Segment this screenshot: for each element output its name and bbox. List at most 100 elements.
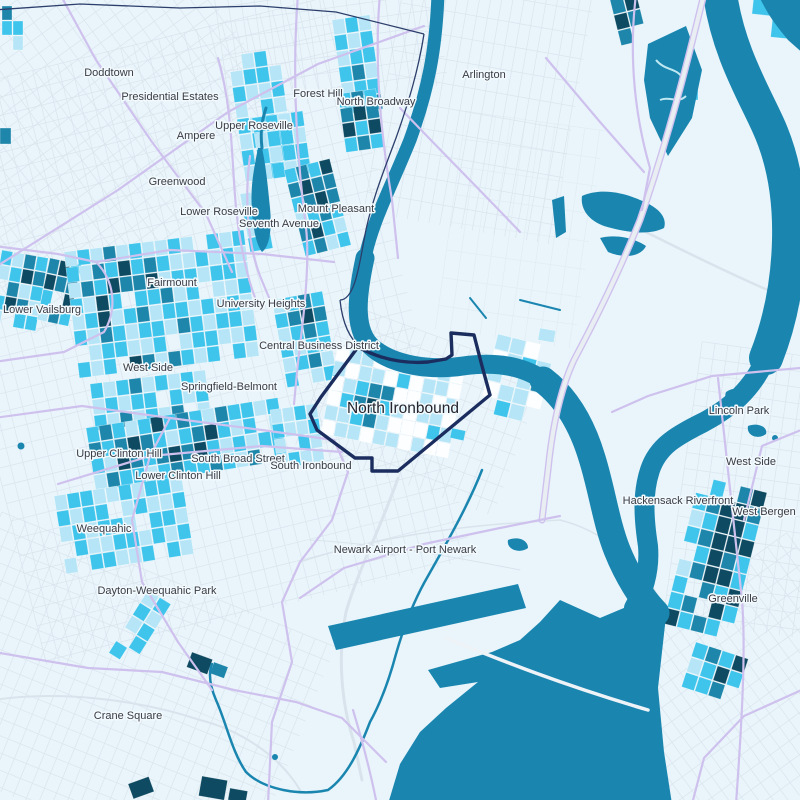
- choropleth-cell: [314, 190, 329, 208]
- choropleth-cell: [395, 372, 412, 390]
- choropleth-cell: [79, 489, 95, 508]
- place-label-weequahic: Weequahic: [77, 523, 132, 535]
- choropleth-cell: [408, 375, 424, 392]
- choropleth-cell: [333, 33, 349, 52]
- road-purple: [0, 651, 388, 764]
- choropleth-cell: [112, 533, 128, 551]
- choropleth-cell: [144, 272, 160, 290]
- choropleth-cell: [113, 437, 129, 455]
- choropleth-cell: [537, 327, 557, 343]
- choropleth-cell: [101, 342, 116, 360]
- choropleth-cell: [709, 479, 727, 499]
- place-label-greenwood: Greenwood: [149, 176, 206, 188]
- choropleth-cell: [374, 414, 390, 432]
- choropleth-cell: [260, 97, 275, 116]
- choropleth-cell: [158, 493, 174, 511]
- choropleth-cell: [155, 254, 171, 273]
- choropleth-cell: [180, 348, 195, 366]
- choropleth-cell: [681, 672, 699, 692]
- marsh-patch-3: [552, 196, 566, 238]
- choropleth-cell: [690, 641, 709, 661]
- choropleth-cell: [343, 136, 359, 153]
- choropleth-cell: [0, 308, 3, 326]
- choropleth-cell: [224, 278, 239, 296]
- choropleth-cell: [701, 512, 719, 532]
- place-label-lower-vailsburg: Lower Vailsburg: [3, 304, 81, 316]
- choropleth-cell: [110, 308, 125, 326]
- choropleth-cell: [153, 239, 169, 257]
- port-newark-channel: [328, 584, 526, 650]
- airport-pond: [507, 538, 528, 551]
- choropleth-cell: [89, 382, 105, 400]
- choropleth-cell: [3, 296, 18, 313]
- place-label-lower-roseville: Lower Roseville: [180, 206, 258, 218]
- road-purple: [610, 366, 800, 414]
- choropleth-cell: [293, 404, 307, 421]
- choropleth-cell: [309, 432, 324, 449]
- choropleth-cell: [206, 345, 221, 363]
- choropleth-cell: [311, 447, 326, 464]
- choropleth-cell: [690, 614, 708, 634]
- choropleth-cell: [189, 315, 204, 333]
- choropleth-cell: [128, 635, 148, 655]
- choropleth-cell: [715, 568, 734, 588]
- choropleth-cell: [302, 322, 318, 340]
- choropleth-cell: [365, 103, 381, 120]
- choropleth-cell: [5, 281, 20, 298]
- choropleth-cell: [371, 429, 387, 446]
- choropleth-cell: [409, 436, 426, 454]
- choropleth-cell: [710, 531, 728, 552]
- choropleth-cell: [283, 166, 299, 184]
- choropleth-cell: [400, 419, 416, 437]
- choropleth-cell: [444, 397, 460, 415]
- north-ironbound-boundary: [308, 331, 492, 473]
- choropleth-cell: [53, 275, 68, 294]
- choropleth-cell: [154, 374, 169, 392]
- choropleth-cell: [167, 350, 183, 368]
- choropleth-cell: [317, 335, 333, 352]
- choropleth-cell: [745, 505, 764, 526]
- choropleth-cell: [712, 665, 731, 685]
- road-purple: [376, 0, 400, 260]
- place-label-arlington: Arlington: [462, 69, 505, 81]
- choropleth-cell: [247, 448, 263, 467]
- choropleth-cell: [361, 411, 377, 429]
- choropleth-cell: [349, 409, 365, 427]
- choropleth-cell: [302, 193, 318, 211]
- choropleth-cell: [168, 253, 184, 271]
- choropleth-cell: [350, 90, 366, 107]
- choropleth-cell: [1, 20, 13, 36]
- place-label-doddtown: Doddtown: [84, 67, 134, 79]
- road-port-road: [309, 539, 521, 571]
- choropleth-cell: [494, 333, 512, 353]
- choropleth-cell: [287, 451, 302, 468]
- choropleth-cell: [609, 0, 627, 15]
- choropleth-cell: [299, 449, 314, 466]
- choropleth-cell: [124, 419, 140, 438]
- choropleth-cell: [149, 415, 165, 433]
- choropleth-cell: [181, 386, 197, 405]
- choropleth-cell: [208, 454, 224, 473]
- choropleth-cell: [137, 417, 152, 436]
- choropleth-cell: [202, 313, 217, 331]
- choropleth-cell: [337, 91, 353, 109]
- choropleth-cell: [152, 597, 172, 617]
- choropleth-cell: [141, 353, 157, 371]
- choropleth-cell: [434, 380, 450, 397]
- choropleth-cell: [264, 114, 280, 132]
- choropleth-cell: [211, 280, 226, 298]
- choropleth-cell: [507, 402, 526, 422]
- choropleth-cell: [159, 286, 175, 304]
- choropleth-cell: [156, 477, 172, 495]
- choropleth-cell: [312, 305, 328, 323]
- choropleth-cell: [253, 50, 269, 68]
- choropleth-cell: [106, 277, 121, 295]
- choropleth-cell: [12, 35, 24, 51]
- choropleth-cell: [496, 383, 515, 403]
- choropleth-cell: [58, 309, 72, 327]
- choropleth-cell: [238, 133, 254, 151]
- choropleth-cell: [741, 522, 760, 542]
- place-label-ampere: Ampere: [177, 130, 216, 142]
- choropleth-cell: [89, 552, 105, 571]
